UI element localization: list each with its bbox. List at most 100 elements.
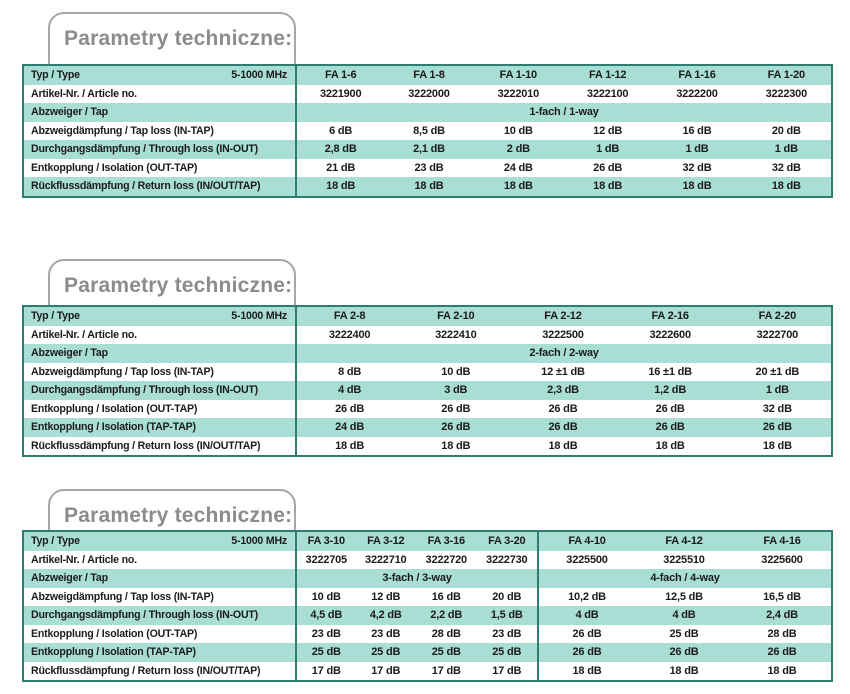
row-label: Abzweiger / Tap [31,572,108,584]
type-label: Typ / Type [31,535,80,547]
article-number-cell: 3222730 [486,553,528,566]
article-number-cell: 3222600 [649,328,691,341]
table-header-row: Typ / Type 5-1000 MHz FA 2-8 FA 2-10 FA 2-12… [24,307,831,326]
spec-row: Durchgangsdämpfung / Through loss (IN-OU… [24,381,831,400]
article-number-cell: 3222500 [542,328,584,341]
spec-row: Entkopplung / Isolation (OUT-TAP) 21 dB 23… [24,158,831,177]
value-cell: 2 dB [506,143,530,155]
type-header-cell: Typ / Type 5-1000 MHz [24,532,295,551]
row-label: Rückflussdämpfung / Return loss (IN/OUT/… [31,664,261,677]
value-cell: 26 dB [548,402,578,415]
page-title: Parametry techniczne: [64,274,293,297]
article-number-cell: 3225600 [761,553,803,566]
value-cell: 10 dB [441,365,471,378]
frequency-range-label: 5-1000 MHz [231,310,287,322]
row-label: Abzweiger / Tap [31,347,108,359]
article-number-cell: 3222010 [497,87,540,100]
column-header-cell: FA 1-20 [767,69,806,81]
value-cell: 28 dB [431,627,461,640]
value-cell: 17 dB [492,664,522,677]
row-label: Abzweigdämpfung / Tap loss (IN-TAP) [31,590,214,603]
article-number-cell: 3222100 [586,87,629,100]
value-cell: 18 dB [771,180,801,192]
row-label: Durchgangsdämpfung / Through loss (IN-OU… [31,609,259,621]
value-cell: 25 dB [431,646,461,658]
value-cell: 18 dB [295,177,384,196]
spec-table-3way-4way: Typ / Type 5-1000 MHz FA 3-10 FA 3-12 FA 3-1… [22,530,833,682]
article-number-cell: 3222720 [425,553,468,566]
article-number-cell: 3222705 [295,550,356,569]
value-cell: 16 dB [431,590,461,603]
column-header-cell: FA 1-6 [295,66,384,85]
value-cell: 32 dB [682,161,712,174]
value-cell: 16 ±1 dB [648,365,692,378]
value-cell: 17 dB [431,664,461,677]
value-cell: 24 dB [295,418,402,437]
column-header-cell: FA 4-10 [537,532,635,551]
value-cell: 8 dB [295,362,402,381]
value-cell: 18 dB [767,664,797,677]
value-cell: 20 dB [492,590,522,603]
column-header-cell: FA 2-8 [295,307,402,326]
row-label: Entkopplung / Isolation (TAP-TAP) [31,421,196,433]
article-number-row: Artikel-Nr. / Article no. 3221900 3222000 3… [24,84,831,103]
type-label: Typ / Type [31,310,80,322]
value-cell: 18 dB [503,180,533,192]
row-label: Entkopplung / Isolation (OUT-TAP) [31,161,198,174]
tap-group-label: 4-fach / 4-way [537,569,831,588]
tap-group-row: Abzweiger / Tap 2-fach / 2-way [24,344,831,363]
value-cell: 32 dB [762,402,792,415]
value-cell: 1 dB [685,143,709,155]
value-cell: 12 dB [593,124,623,137]
frequency-range-label: 5-1000 MHz [231,535,287,547]
column-header-cell: FA 1-12 [588,69,627,81]
value-cell: 1 dB [774,143,798,155]
spec-row: Durchgangsdämpfung / Through loss (IN-OU… [24,606,831,625]
table-header-row: Typ / Type 5-1000 MHz FA 3-10 FA 3-12 FA 3-1… [24,532,831,551]
value-cell: 1 dB [596,143,620,155]
column-header-cell: FA 1-16 [678,69,716,81]
value-cell: 17 dB [371,664,401,677]
value-cell: 4 dB [295,381,402,400]
value-cell: 25 dB [295,643,356,662]
row-label: Artikel-Nr. / Article no. [31,87,137,100]
value-cell: 25 dB [371,646,401,658]
value-cell: 26 dB [655,421,685,433]
value-cell: 6 dB [295,121,384,140]
value-cell: 10 dB [503,124,533,137]
value-cell: 4,5 dB [295,606,356,625]
value-cell: 18 dB [441,439,471,452]
article-number-cell: 3222300 [765,87,808,100]
value-cell: 2,4 dB [766,609,798,621]
value-cell: 18 dB [669,664,699,677]
type-header-cell: Typ / Type 5-1000 MHz [24,66,295,85]
spec-table-1way: Typ / Type 5-1000 MHz FA 1-6 FA 1-8 FA 1-10 F… [22,64,833,198]
value-cell: 26 dB [655,402,685,415]
article-number-cell: 3222410 [435,328,477,341]
value-cell: 26 dB [441,402,471,415]
spec-row: Abzweigdämpfung / Tap loss (IN-TAP) 6 dB 8… [24,121,831,140]
row-label: Entkopplung / Isolation (OUT-TAP) [31,402,198,415]
article-number-cell: 3222200 [676,87,718,100]
value-cell: 18 dB [295,436,402,455]
value-cell: 18 dB [414,180,444,192]
value-cell: 2,1 dB [413,143,445,155]
spec-row: Rückflussdämpfung / Return loss (IN/OUT/… [24,661,831,680]
value-cell: 1,5 dB [490,609,523,621]
value-cell: 23 dB [492,627,522,640]
row-label: Artikel-Nr. / Article no. [31,553,137,566]
row-label: Rückflussdämpfung / Return loss (IN/OUT/… [31,180,261,192]
value-cell: 32 dB [771,161,801,174]
article-number-cell: 3225500 [537,550,635,569]
value-cell: 18 dB [537,661,635,680]
row-label: Abzweiger / Tap [31,106,108,118]
value-cell: 25 dB [669,627,699,640]
type-header-cell: Typ / Type 5-1000 MHz [24,307,295,326]
value-cell: 12,5 dB [665,590,703,603]
value-cell: 26 dB [548,421,578,433]
row-label: Durchgangsdämpfung / Through loss (IN-OU… [31,384,259,396]
row-label: Rückflussdämpfung / Return loss (IN/OUT/… [31,439,261,452]
row-label: Entkopplung / Isolation (OUT-TAP) [31,627,198,640]
value-cell: 26 dB [441,421,471,433]
page-title: Parametry techniczne: [64,27,293,50]
